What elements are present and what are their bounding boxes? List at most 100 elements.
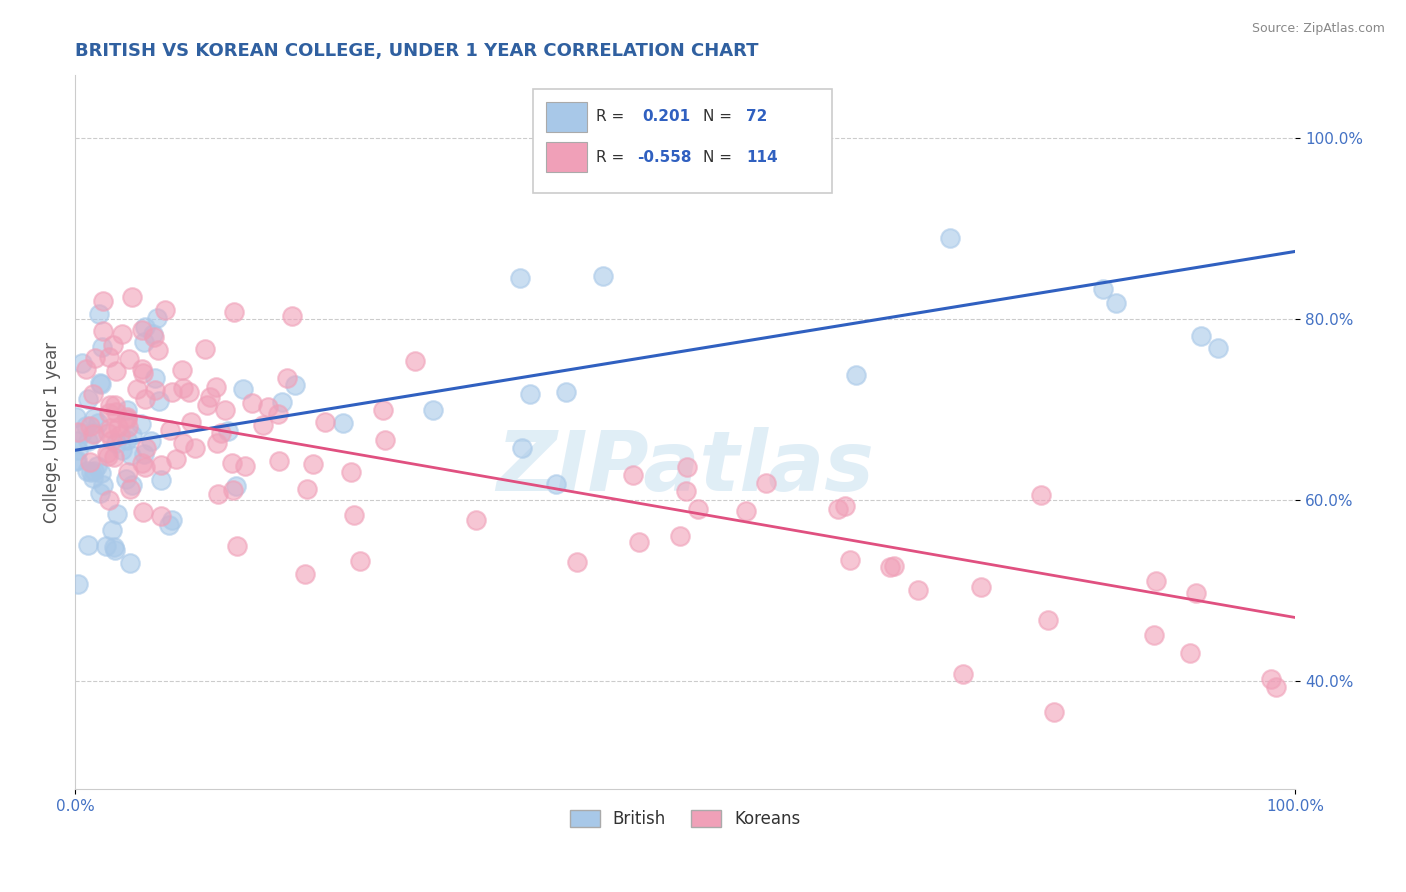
Point — [269, 453, 291, 467]
Point — [374, 434, 396, 448]
Point — [257, 400, 280, 414]
Text: N =: N = — [703, 109, 733, 124]
Point — [132, 505, 155, 519]
Point — [121, 477, 143, 491]
Point — [1036, 613, 1059, 627]
Point — [67, 442, 90, 457]
Point — [134, 392, 156, 406]
Point — [294, 566, 316, 581]
Point — [510, 441, 533, 455]
Point — [66, 577, 89, 591]
Point — [404, 354, 426, 368]
Text: N =: N = — [703, 150, 733, 165]
Text: 114: 114 — [747, 150, 778, 165]
Point — [65, 410, 87, 425]
Text: R =: R = — [596, 109, 624, 124]
Point — [834, 499, 856, 513]
Point — [422, 402, 444, 417]
Point — [150, 474, 173, 488]
Point — [70, 356, 93, 370]
Point — [89, 376, 111, 391]
Point — [115, 412, 138, 426]
Point — [755, 475, 778, 490]
Point — [195, 398, 218, 412]
Legend: British, Koreans: British, Koreans — [562, 803, 807, 834]
Point — [77, 434, 100, 448]
Point — [939, 230, 962, 244]
Point — [235, 458, 257, 473]
Point — [97, 426, 120, 441]
Point — [121, 289, 143, 303]
Point — [90, 377, 112, 392]
Point — [155, 302, 177, 317]
Point — [105, 363, 128, 377]
Point — [205, 380, 228, 394]
Text: BRITISH VS KOREAN COLLEGE, UNDER 1 YEAR CORRELATION CHART: BRITISH VS KOREAN COLLEGE, UNDER 1 YEAR … — [75, 42, 758, 60]
Point — [117, 419, 139, 434]
Point — [669, 529, 692, 543]
Point — [845, 368, 868, 383]
Point — [132, 366, 155, 380]
Point — [284, 377, 307, 392]
Point — [115, 433, 138, 447]
Point — [332, 417, 354, 431]
Point — [96, 445, 118, 459]
Point — [98, 406, 121, 420]
Point — [105, 507, 128, 521]
Point — [107, 420, 129, 434]
FancyBboxPatch shape — [533, 89, 831, 193]
Point — [172, 436, 194, 450]
Point — [276, 371, 298, 385]
Point — [75, 362, 97, 376]
Point — [1029, 488, 1052, 502]
Point — [159, 423, 181, 437]
Point — [519, 387, 541, 401]
Point — [83, 426, 105, 441]
Point — [157, 517, 180, 532]
Point — [127, 382, 149, 396]
Point — [735, 504, 758, 518]
Text: Source: ZipAtlas.com: Source: ZipAtlas.com — [1251, 22, 1385, 36]
Point — [373, 403, 395, 417]
Point — [77, 392, 100, 406]
Point — [97, 350, 120, 364]
Point — [314, 415, 336, 429]
Point — [675, 483, 697, 498]
Point — [83, 464, 105, 478]
Point — [131, 362, 153, 376]
Point — [132, 335, 155, 350]
Point — [205, 436, 228, 450]
Point — [131, 456, 153, 470]
Point — [83, 410, 105, 425]
Point — [117, 403, 139, 417]
Point — [592, 269, 614, 284]
Point — [343, 508, 366, 523]
Point — [297, 483, 319, 497]
Point — [82, 387, 104, 401]
Point — [121, 428, 143, 442]
Point — [86, 416, 108, 430]
Point — [221, 483, 243, 498]
Point — [103, 540, 125, 554]
Text: 0.201: 0.201 — [643, 109, 690, 124]
Point — [240, 396, 263, 410]
Point — [1185, 586, 1208, 600]
Point — [101, 523, 124, 537]
Y-axis label: College, Under 1 year: College, Under 1 year — [44, 342, 60, 523]
Point — [1265, 681, 1288, 695]
Text: R =: R = — [596, 150, 624, 165]
Point — [160, 513, 183, 527]
Point — [65, 453, 87, 467]
Point — [270, 394, 292, 409]
Point — [1092, 282, 1115, 296]
Point — [883, 559, 905, 574]
Point — [118, 556, 141, 570]
Point — [146, 310, 169, 325]
Point — [70, 425, 93, 440]
Point — [100, 433, 122, 447]
FancyBboxPatch shape — [546, 142, 588, 171]
Point — [827, 501, 849, 516]
Point — [280, 310, 302, 324]
Point — [131, 323, 153, 337]
Text: -0.558: -0.558 — [637, 150, 692, 165]
